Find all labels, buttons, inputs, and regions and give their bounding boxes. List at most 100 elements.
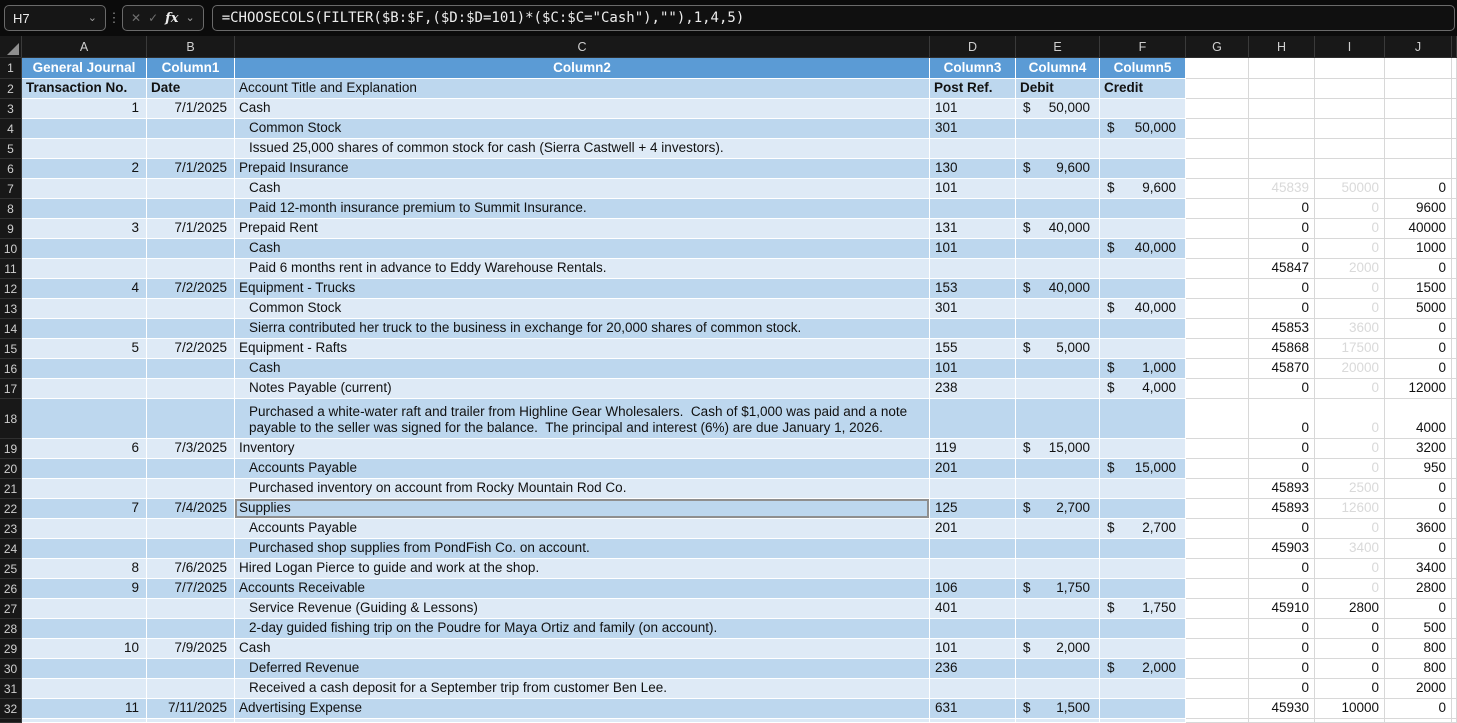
- cell-B3[interactable]: 7/1/2025: [147, 99, 235, 119]
- cell-D15[interactable]: 155: [930, 339, 1016, 359]
- cell-H30[interactable]: 0: [1249, 659, 1315, 679]
- cell-H24[interactable]: 45903: [1249, 539, 1315, 559]
- cell-B30[interactable]: [147, 659, 235, 679]
- cell-H1[interactable]: [1249, 58, 1315, 79]
- formula-input[interactable]: =CHOOSECOLS(FILTER($B:$F,($D:$D=101)*($C…: [211, 5, 1455, 31]
- cell-C20[interactable]: Accounts Payable: [235, 459, 930, 479]
- cell-C33[interactable]: [235, 719, 930, 723]
- cell-A29[interactable]: 10: [22, 639, 147, 659]
- cell-D6[interactable]: 130: [930, 159, 1016, 179]
- cell-B6[interactable]: 7/1/2025: [147, 159, 235, 179]
- cell-G31[interactable]: [1186, 679, 1249, 699]
- cell-I15[interactable]: 17500: [1315, 339, 1385, 359]
- cell-A12[interactable]: 4: [22, 279, 147, 299]
- row-header-5[interactable]: 5: [0, 139, 22, 159]
- cell-D27[interactable]: 401: [930, 599, 1016, 619]
- cell-B12[interactable]: 7/2/2025: [147, 279, 235, 299]
- cell-A22[interactable]: 7: [22, 499, 147, 519]
- row-header-10[interactable]: 10: [0, 239, 22, 259]
- cell-I2[interactable]: [1315, 79, 1385, 99]
- cell-A27[interactable]: [22, 599, 147, 619]
- cell-B2[interactable]: Date: [147, 79, 235, 99]
- cell-D10[interactable]: 101: [930, 239, 1016, 259]
- cell-B31[interactable]: [147, 679, 235, 699]
- enter-icon[interactable]: ✓: [148, 11, 159, 25]
- cell-I6[interactable]: [1315, 159, 1385, 179]
- cell-D28[interactable]: [930, 619, 1016, 639]
- cell-F27[interactable]: $1,750: [1100, 599, 1186, 619]
- cell-F21[interactable]: [1100, 479, 1186, 499]
- cell-A16[interactable]: [22, 359, 147, 379]
- cell-B29[interactable]: 7/9/2025: [147, 639, 235, 659]
- cell-F11[interactable]: [1100, 259, 1186, 279]
- cell-F9[interactable]: [1100, 219, 1186, 239]
- cell-J6[interactable]: [1385, 159, 1452, 179]
- cell-J27[interactable]: 0: [1385, 599, 1452, 619]
- cell-E25[interactable]: [1016, 559, 1100, 579]
- row-header-7[interactable]: 7: [0, 179, 22, 199]
- cell-G8[interactable]: [1186, 199, 1249, 219]
- cell-D5[interactable]: [930, 139, 1016, 159]
- cell-H26[interactable]: 0: [1249, 579, 1315, 599]
- cell-E20[interactable]: [1016, 459, 1100, 479]
- cell-I27[interactable]: 2800: [1315, 599, 1385, 619]
- cell-J10[interactable]: 1000: [1385, 239, 1452, 259]
- cell-D12[interactable]: 153: [930, 279, 1016, 299]
- cell-J21[interactable]: 0: [1385, 479, 1452, 499]
- cell-I8[interactable]: 0: [1315, 199, 1385, 219]
- cell-J11[interactable]: 0: [1385, 259, 1452, 279]
- cell-G30[interactable]: [1186, 659, 1249, 679]
- cell-H23[interactable]: 0: [1249, 519, 1315, 539]
- cell-D11[interactable]: [930, 259, 1016, 279]
- cell-I30[interactable]: 0: [1315, 659, 1385, 679]
- column-header-C[interactable]: C: [235, 36, 930, 57]
- cell-I10[interactable]: 0: [1315, 239, 1385, 259]
- cell-F5[interactable]: [1100, 139, 1186, 159]
- cell-F23[interactable]: $2,700: [1100, 519, 1186, 539]
- row-header-6[interactable]: 6: [0, 159, 22, 179]
- cell-G13[interactable]: [1186, 299, 1249, 319]
- cell-I3[interactable]: [1315, 99, 1385, 119]
- cell-J22[interactable]: 0: [1385, 499, 1452, 519]
- cell-H16[interactable]: 45870: [1249, 359, 1315, 379]
- cell-C26[interactable]: Accounts Receivable: [235, 579, 930, 599]
- cell-H32[interactable]: 45930: [1249, 699, 1315, 719]
- cell-C29[interactable]: Cash: [235, 639, 930, 659]
- cell-C15[interactable]: Equipment - Rafts: [235, 339, 930, 359]
- cell-E8[interactable]: [1016, 199, 1100, 219]
- cell-E13[interactable]: [1016, 299, 1100, 319]
- cell-G17[interactable]: [1186, 379, 1249, 399]
- cell-F29[interactable]: [1100, 639, 1186, 659]
- cell-D30[interactable]: 236: [930, 659, 1016, 679]
- cell-C8[interactable]: Paid 12-month insurance premium to Summi…: [235, 199, 930, 219]
- cell-E31[interactable]: [1016, 679, 1100, 699]
- cell-A18[interactable]: [22, 399, 147, 439]
- cell-F33[interactable]: [1100, 719, 1186, 723]
- cell-H18[interactable]: 0: [1249, 399, 1315, 439]
- cell-I20[interactable]: 0: [1315, 459, 1385, 479]
- row-header-31[interactable]: 31: [0, 679, 22, 699]
- cell-C24[interactable]: Purchased shop supplies from PondFish Co…: [235, 539, 930, 559]
- row-header-23[interactable]: 23: [0, 519, 22, 539]
- cell-H21[interactable]: 45893: [1249, 479, 1315, 499]
- cell-G10[interactable]: [1186, 239, 1249, 259]
- cell-G12[interactable]: [1186, 279, 1249, 299]
- row-header-2[interactable]: 2: [0, 79, 22, 99]
- cell-I19[interactable]: 0: [1315, 439, 1385, 459]
- select-all-icon[interactable]: [0, 36, 22, 57]
- cell-F2[interactable]: Credit: [1100, 79, 1186, 99]
- cell-G20[interactable]: [1186, 459, 1249, 479]
- cell-G23[interactable]: [1186, 519, 1249, 539]
- cell-G21[interactable]: [1186, 479, 1249, 499]
- cell-F10[interactable]: $40,000: [1100, 239, 1186, 259]
- cell-B26[interactable]: 7/7/2025: [147, 579, 235, 599]
- cell-F3[interactable]: [1100, 99, 1186, 119]
- cell-A7[interactable]: [22, 179, 147, 199]
- cell-F13[interactable]: $40,000: [1100, 299, 1186, 319]
- cell-C7[interactable]: Cash: [235, 179, 930, 199]
- cell-C4[interactable]: Common Stock: [235, 119, 930, 139]
- cell-B22[interactable]: 7/4/2025: [147, 499, 235, 519]
- column-header-G[interactable]: G: [1186, 36, 1249, 57]
- row-header-24[interactable]: 24: [0, 539, 22, 559]
- cell-F15[interactable]: [1100, 339, 1186, 359]
